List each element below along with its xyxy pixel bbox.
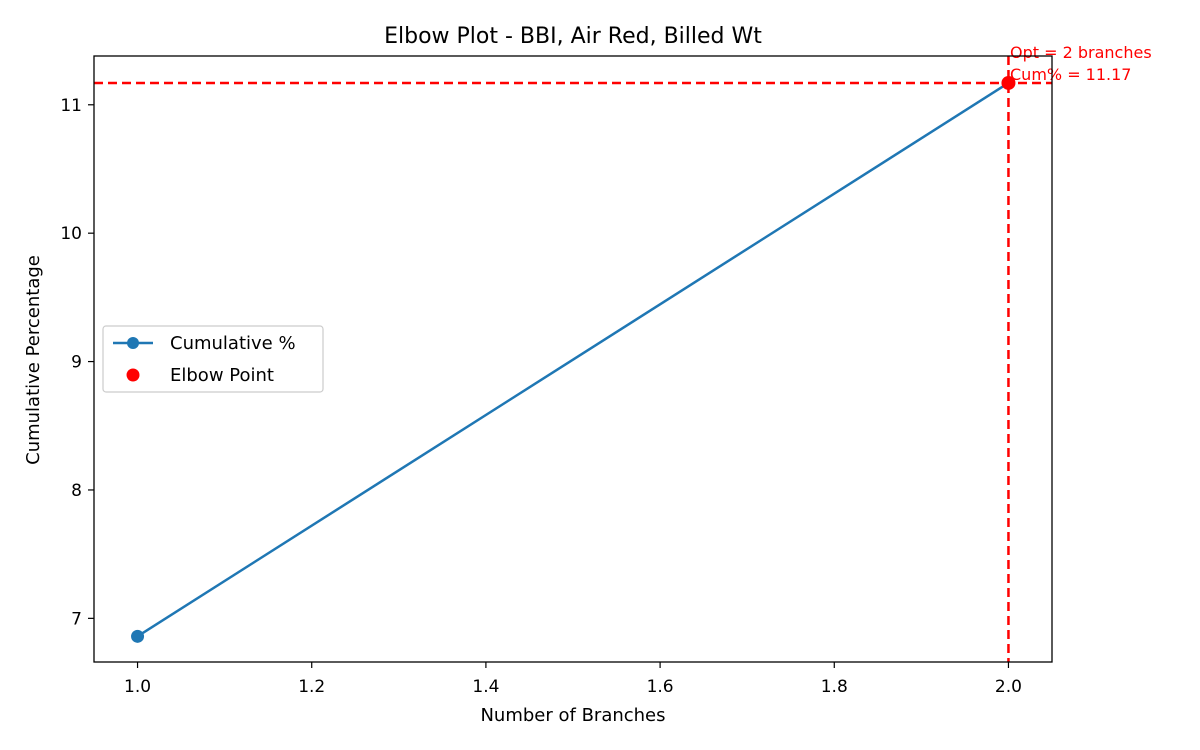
legend: Cumulative % Elbow Point: [102, 325, 324, 393]
y-tick-label: 8: [71, 481, 82, 501]
axes: 1.0 1.2 1.4 1.6 1.8 2.0 7 8 9 10 11: [60, 55, 1053, 697]
series-line: [136, 81, 1010, 638]
y-tick-label: 10: [60, 224, 82, 244]
legend-line-marker: [127, 337, 139, 349]
x-axis-label: Number of Branches: [480, 705, 665, 726]
x-tick-label: 1.2: [298, 677, 325, 697]
legend-series-label: Cumulative %: [170, 333, 296, 354]
elbow-point: [1001, 75, 1016, 90]
y-axis-label: Cumulative Percentage: [23, 255, 44, 465]
annotation: Opt = 2 branches Cum% = 11.17: [1010, 43, 1152, 84]
x-tick-label: 1.0: [124, 677, 151, 697]
y-tick-label: 9: [71, 353, 82, 373]
x-tick-label: 2.0: [995, 677, 1022, 697]
x-tick-label: 1.8: [821, 677, 848, 697]
y-tick-label: 7: [71, 609, 82, 629]
annotation-line-1: Opt = 2 branches: [1010, 43, 1152, 62]
series-point: [131, 629, 145, 643]
axes-frame: [93, 55, 1053, 663]
series-layer: [131, 75, 1016, 643]
y-tick-label: 11: [60, 96, 82, 116]
legend-elbow-marker: [126, 368, 140, 382]
annotation-line-2: Cum% = 11.17: [1010, 65, 1131, 84]
legend-elbow-label: Elbow Point: [170, 365, 274, 386]
chart-title: Elbow Plot - BBI, Air Red, Billed Wt: [384, 24, 762, 49]
x-tick-label: 1.6: [647, 677, 674, 697]
reference-lines: [94, 56, 1052, 662]
legend-frame: [102, 325, 324, 393]
x-tick-label: 1.4: [472, 677, 499, 697]
